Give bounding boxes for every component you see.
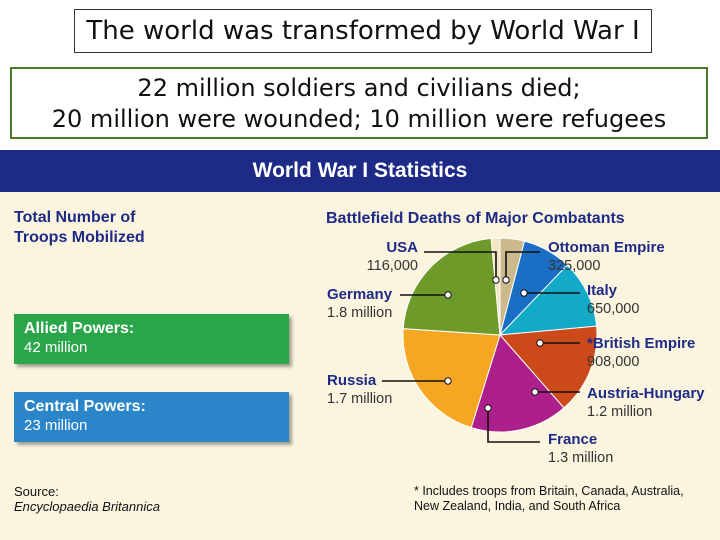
leader-dot — [444, 377, 452, 385]
central-powers-label: Central Powers: — [24, 398, 146, 415]
slice-value: 908,000 — [587, 354, 639, 370]
slice-label: Italy — [587, 282, 618, 299]
leader-dot — [531, 388, 539, 396]
slice-label: Ottoman Empire — [548, 239, 665, 256]
subtitle-line-2: 20 million were wounded; 10 million were… — [51, 105, 667, 133]
slice-value: 1.8 million — [327, 305, 392, 321]
leader-line — [505, 251, 540, 280]
slice-label: USA — [386, 239, 418, 256]
subtitle-line-1: 22 million soldiers and civilians died; — [137, 74, 581, 102]
slice-value: 1.7 million — [327, 391, 392, 407]
slice-value: 1.2 million — [587, 404, 652, 420]
central-powers-box: Central Powers: 23 million — [14, 392, 289, 442]
allied-powers-label: Allied Powers: — [24, 320, 135, 337]
leader-dot — [444, 291, 452, 299]
pie-slice-russia — [402, 328, 501, 429]
battlefield-deaths-pie-chart: Battlefield Deaths of Major Combatants O… — [326, 210, 705, 466]
pie-labels: Ottoman Empire 325,000 Italy 650,000 *Britis… — [327, 239, 705, 466]
leader-line — [487, 408, 540, 443]
source-name: Encyclopaedia Britannica — [14, 499, 160, 514]
troops-title-line-2: Troops Mobilized — [14, 229, 145, 246]
footnote: * Includes troops from Britain, Canada, … — [414, 484, 684, 514]
slide-subtitle: 22 million soldiers and civilians died; … — [10, 67, 708, 139]
central-powers-value: 23 million — [24, 417, 88, 434]
slice-label: Germany — [327, 286, 393, 303]
slice-value: 1.3 million — [548, 450, 613, 466]
pie-slice-austria-hungary — [498, 325, 598, 409]
source-label: Source: — [14, 484, 59, 499]
chart-title: Battlefield Deaths of Major Combatants — [326, 210, 625, 227]
troops-title-line-1: Total Number of — [14, 209, 136, 226]
leader-dot — [502, 276, 510, 284]
footnote-line-1: * Includes troops from Britain, Canada, … — [414, 484, 684, 498]
troops-section-title: Total Number of Troops Mobilized — [14, 208, 145, 248]
leader-dot — [492, 276, 500, 284]
pie-leader-lines — [382, 251, 580, 443]
slice-label: *British Empire — [587, 335, 695, 352]
leader-line — [424, 251, 497, 280]
pie-slices — [402, 237, 598, 433]
slice-label: Russia — [327, 372, 377, 389]
footnote-line-2: New Zealand, India, and South Africa — [414, 499, 621, 513]
slide-title: The world was transformed by World War I — [74, 9, 652, 53]
slice-label: France — [548, 431, 597, 448]
statistics-panel: World War I Statistics Total Number of T… — [0, 150, 720, 540]
leader-dot — [520, 289, 528, 297]
pie-slice-usa — [490, 237, 501, 336]
pie-slice-germany — [402, 237, 501, 336]
slice-value: 650,000 — [587, 301, 639, 317]
source-note: Source: Encyclopaedia Britannica — [14, 484, 160, 514]
slice-value: 116,000 — [367, 258, 418, 274]
allied-powers-box: Allied Powers: 42 million — [14, 314, 289, 364]
panel-header: World War I Statistics — [0, 150, 720, 192]
slice-value: 325,000 — [548, 258, 600, 274]
allied-powers-value: 42 million — [24, 339, 88, 356]
leader-dot — [484, 404, 492, 412]
leader-dot — [536, 339, 544, 347]
pie-slice-france — [470, 333, 565, 433]
slice-label: Austria-Hungary — [587, 385, 705, 402]
pie-slice-british-empire — [498, 264, 598, 336]
